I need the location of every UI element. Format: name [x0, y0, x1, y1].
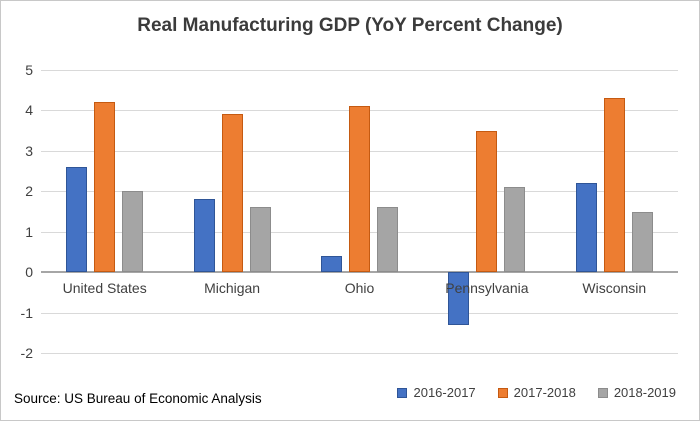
chart-title: Real Manufacturing GDP (YoY Percent Chan… [137, 15, 563, 36]
x-category-label-united-states: United States [62, 280, 147, 297]
y-tick-label--1: -1 [20, 304, 33, 321]
bar-wisconsin-2016-2017 [575, 183, 597, 273]
bar-michigan-2017-2018 [221, 114, 243, 273]
bar-michigan-2018-2019 [249, 207, 271, 273]
bar-united-states-2016-2017 [66, 167, 88, 273]
y-tick-label-1: 1 [25, 223, 33, 240]
gridline-y--1 [41, 312, 678, 314]
gridline-y-5 [41, 70, 678, 71]
y-tick-label-0: 0 [25, 264, 33, 281]
source-note: Source: US Bureau of Economic Analysis [14, 391, 262, 406]
chart-legend: 2016-2017 2017-2018 2018-2019 [397, 385, 676, 400]
bar-michigan-2016-2017 [193, 199, 215, 273]
bar-pennsylvania-2017-2018 [476, 130, 498, 273]
x-category-label-pennsylvania: Pennsylvania [445, 280, 529, 297]
legend-item-2017-2018: 2017-2018 [497, 385, 576, 400]
y-tick-label--2: -2 [20, 345, 33, 361]
x-category-label-wisconsin: Wisconsin [582, 280, 647, 297]
y-tick-label-5: 5 [25, 62, 33, 78]
y-tick-label-4: 4 [25, 102, 33, 119]
bar-ohio-2017-2018 [349, 106, 370, 273]
legend-item-2016-2017: 2016-2017 [397, 385, 476, 400]
legend-label: 2018-2019 [613, 385, 676, 400]
plot-area: United States Michigan Ohio Pennsylvania Wis… [41, 70, 678, 354]
legend-label: 2017-2018 [513, 385, 576, 400]
legend-item-2018-2019: 2018-2019 [597, 385, 676, 400]
bar-united-states-2017-2018 [94, 102, 116, 273]
x-axis-line [41, 271, 678, 274]
legend-swatch-icon [597, 387, 608, 398]
bar-pennsylvania-2018-2019 [504, 187, 526, 273]
bar-pennsylvania-2016-2017 [448, 272, 470, 325]
bar-wisconsin-2017-2018 [603, 98, 625, 273]
bar-ohio-2018-2019 [377, 207, 398, 273]
bar-united-states-2018-2019 [122, 191, 144, 273]
y-tick-label-3: 3 [25, 142, 33, 159]
x-category-label-michigan: Michigan [204, 280, 261, 297]
y-tick-label-2: 2 [25, 183, 33, 200]
legend-swatch-icon [397, 387, 408, 398]
legend-swatch-icon [497, 387, 508, 398]
bar-wisconsin-2018-2019 [631, 211, 653, 273]
x-category-label-ohio: Ohio [344, 280, 375, 297]
bar-ohio-2016-2017 [321, 255, 342, 273]
gridline-y--2 [41, 353, 678, 354]
legend-label: 2016-2017 [413, 385, 476, 400]
